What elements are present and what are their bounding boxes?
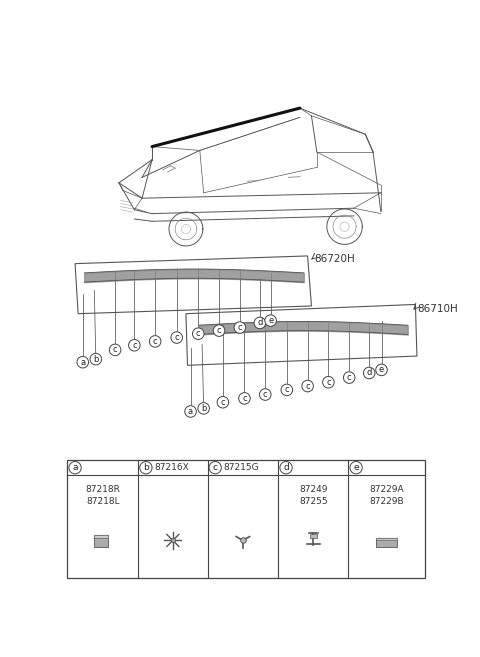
Circle shape xyxy=(265,315,276,327)
Text: c: c xyxy=(113,346,118,354)
Text: c: c xyxy=(217,326,221,335)
Text: b: b xyxy=(93,355,98,363)
Circle shape xyxy=(209,461,221,474)
Text: c: c xyxy=(153,337,157,346)
Bar xyxy=(310,534,317,538)
Circle shape xyxy=(280,461,292,474)
Circle shape xyxy=(77,357,88,368)
Circle shape xyxy=(192,328,204,340)
Text: 86720H: 86720H xyxy=(314,254,355,264)
Text: c: c xyxy=(238,323,242,332)
Text: a: a xyxy=(72,463,78,472)
Text: 87229A
87229B: 87229A 87229B xyxy=(369,485,404,506)
Text: b: b xyxy=(201,404,206,413)
Circle shape xyxy=(171,332,182,344)
Circle shape xyxy=(343,372,355,384)
Circle shape xyxy=(302,380,313,392)
Circle shape xyxy=(90,353,102,365)
Text: c: c xyxy=(221,397,225,407)
Circle shape xyxy=(323,376,334,388)
Text: c: c xyxy=(196,329,201,338)
Polygon shape xyxy=(376,538,397,541)
Text: c: c xyxy=(347,373,351,382)
Circle shape xyxy=(198,403,209,414)
Text: c: c xyxy=(174,333,179,342)
Text: c: c xyxy=(242,394,247,403)
Circle shape xyxy=(281,384,293,396)
Text: e: e xyxy=(379,365,384,374)
Circle shape xyxy=(69,461,81,474)
Circle shape xyxy=(213,325,225,336)
Text: d: d xyxy=(367,369,372,378)
Text: c: c xyxy=(285,386,289,394)
Circle shape xyxy=(254,317,265,328)
Text: e: e xyxy=(353,463,359,472)
Circle shape xyxy=(350,461,362,474)
Circle shape xyxy=(239,393,250,404)
Circle shape xyxy=(363,367,375,378)
FancyBboxPatch shape xyxy=(376,541,397,547)
Circle shape xyxy=(376,364,387,376)
Circle shape xyxy=(140,461,152,474)
Text: 87249
87255: 87249 87255 xyxy=(299,485,328,506)
FancyBboxPatch shape xyxy=(94,538,108,547)
Circle shape xyxy=(260,389,271,400)
Text: c: c xyxy=(213,463,218,472)
Text: d: d xyxy=(283,463,289,472)
Text: b: b xyxy=(143,463,149,472)
Text: c: c xyxy=(132,341,137,350)
Polygon shape xyxy=(94,535,108,538)
Circle shape xyxy=(109,344,121,355)
Circle shape xyxy=(185,406,196,417)
Text: a: a xyxy=(80,357,85,367)
Text: a: a xyxy=(188,407,193,416)
Text: c: c xyxy=(305,382,310,390)
Text: 87215G: 87215G xyxy=(224,463,259,472)
Text: 87216X: 87216X xyxy=(155,463,189,472)
Text: 86710H: 86710H xyxy=(417,304,458,313)
Text: d: d xyxy=(257,319,263,327)
Bar xyxy=(67,460,425,578)
Circle shape xyxy=(217,396,228,408)
Text: c: c xyxy=(263,390,267,399)
Circle shape xyxy=(129,340,140,351)
Text: c: c xyxy=(326,378,331,387)
Circle shape xyxy=(149,336,161,347)
Text: e: e xyxy=(268,316,273,325)
Text: 87218R
87218L: 87218R 87218L xyxy=(85,485,120,506)
Circle shape xyxy=(234,322,246,333)
